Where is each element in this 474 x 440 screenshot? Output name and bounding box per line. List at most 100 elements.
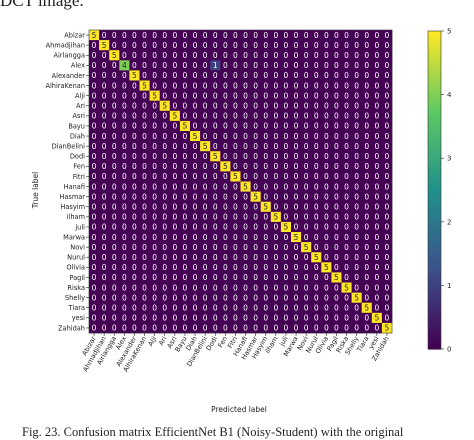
heatmap-cell [301,181,312,192]
cell-value: 0 [112,233,117,242]
heatmap-cell [260,100,272,112]
cell-value: 0 [263,213,268,222]
cell-value: 0 [183,51,188,60]
cell-value: 0 [223,51,228,60]
heatmap-cell [169,80,181,91]
colorbar-segment [428,91,441,96]
cell-value: 0 [102,223,107,232]
cell-value: 0 [112,213,117,222]
cell-value: 0 [172,314,177,323]
heatmap-cell [341,141,352,152]
cell-value: 0 [364,31,369,40]
cell-value: 0 [132,132,137,141]
colorbar-segment [428,49,441,53]
cell-value: 0 [122,142,127,151]
cell-value: 0 [334,101,339,110]
heatmap-cell [291,60,302,71]
heatmap-cell [321,141,332,152]
colorbar-segment [428,213,441,218]
cell-value: 0 [314,202,319,211]
colorbar-segment [428,200,441,204]
cell-value: 0 [183,233,188,242]
heatmap-cell [260,292,272,303]
heatmap-cell [240,272,251,283]
y-tick-label: ilham [67,213,85,221]
heatmap-cell [351,80,362,91]
cell-value: 0 [102,192,107,201]
cell-value: 0 [314,91,319,100]
cell-value: 5 [374,314,379,323]
heatmap-cell [139,60,150,71]
y-tick-label: Dodi [70,153,85,161]
heatmap-cell [220,191,231,202]
cell-value: 0 [122,132,127,141]
colorbar-segment [428,314,441,318]
heatmap-cell [179,151,191,162]
heatmap-cell [351,151,362,162]
cell-value: 0 [193,71,198,80]
heatmap-cell [301,151,312,162]
cell-value: 0 [273,162,278,171]
heatmap-cell [291,120,302,132]
cell-value: 0 [233,263,238,272]
cell-value: 0 [142,233,147,242]
heatmap-cell [89,322,100,334]
cell-value: 0 [354,303,359,312]
heatmap-cell [240,282,251,293]
cell-value: 0 [263,324,268,333]
heatmap-cell [361,131,373,142]
cell-value: 0 [132,293,137,302]
heatmap-cell [311,252,322,263]
cell-value: 0 [243,223,248,232]
cell-value: 0 [162,192,167,201]
cell-value: 0 [132,112,137,121]
heatmap-cell [89,80,100,91]
cell-value: 0 [344,41,349,50]
heatmap-cell [351,282,362,293]
heatmap-cell [270,272,282,283]
cell-value: 0 [385,223,390,232]
cell-value: 0 [284,233,289,242]
heatmap-cell [99,322,110,334]
heatmap-cell [230,171,241,182]
heatmap-cell [321,70,332,81]
heatmap-cell [250,201,261,213]
heatmap-cell [129,262,140,273]
heatmap-cell [159,211,171,223]
cell-value: 0 [193,243,198,252]
heatmap-cell [280,90,292,101]
y-tick-label: Zahidah [58,324,85,332]
colorbar-segment [428,97,441,101]
cell-value: 0 [334,31,339,40]
heatmap-cell [311,232,322,243]
cell-value: 0 [112,253,117,262]
cell-value: 0 [122,172,127,181]
cell-value: 0 [233,293,238,302]
heatmap-cell [230,272,241,283]
heatmap-cell [119,181,130,192]
heatmap-cell [301,302,312,314]
colorbar-segment [428,190,441,194]
heatmap-cell [240,100,251,112]
cell-value: 0 [364,293,369,302]
cell-value: 0 [102,182,107,191]
cell-value: 0 [294,273,299,282]
cell-value: 0 [284,303,289,312]
heatmap-cell [190,292,201,303]
heatmap-cell [280,120,292,132]
heatmap-cell [321,272,332,283]
colorbar-segment [428,205,441,210]
heatmap-cell [139,302,150,314]
cell-value: 0 [183,41,188,50]
cell-value: 0 [162,213,167,222]
cell-value: 0 [152,152,157,161]
heatmap-cell [139,40,150,51]
cell-value: 0 [324,192,329,201]
cell-value: 0 [223,314,228,323]
cell-value: 0 [122,41,127,50]
cell-value: 0 [152,213,157,222]
heatmap-cell [321,131,332,142]
heatmap-cell [311,141,322,152]
heatmap-cell [280,161,292,172]
cell-value: 0 [193,233,198,242]
